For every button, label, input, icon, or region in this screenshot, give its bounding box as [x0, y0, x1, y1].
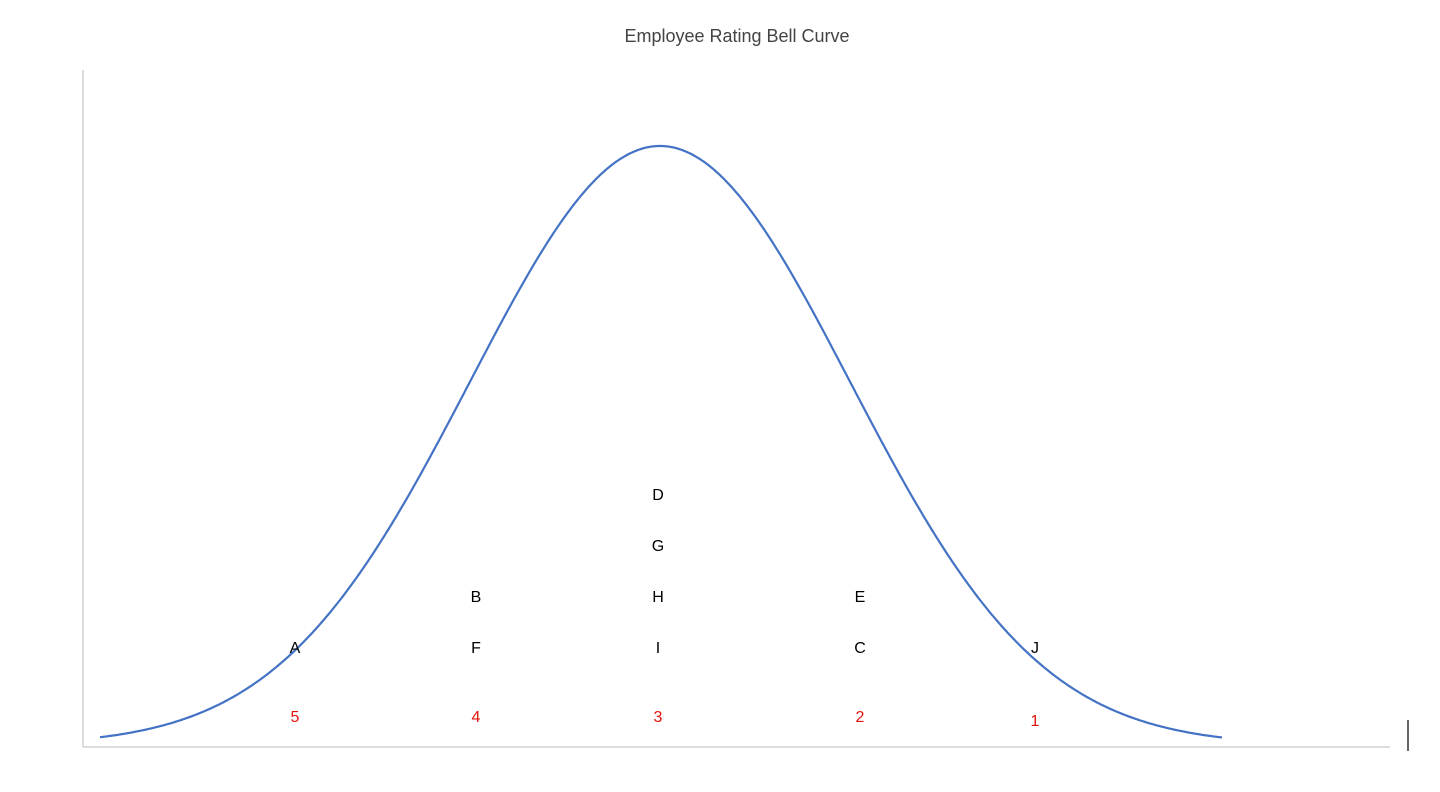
employee-label: A	[290, 640, 301, 657]
title: Employee Rating Bell Curve	[624, 26, 849, 46]
employee-label: C	[854, 640, 866, 657]
rating-label: 2	[856, 709, 865, 726]
rating-label: 5	[291, 709, 300, 726]
employee-label: J	[1031, 640, 1039, 657]
employee-label: F	[471, 640, 481, 657]
employee-label: I	[656, 640, 660, 657]
employee-label: B	[471, 589, 482, 606]
rating-label: 3	[654, 709, 663, 726]
employee-label: H	[652, 589, 664, 606]
bell-curve	[99, 144, 1223, 739]
employee-label: D	[652, 487, 664, 504]
employee-label: G	[652, 538, 664, 555]
employee-label: E	[855, 589, 866, 606]
rating-label: 4	[472, 709, 481, 726]
rating-label: 1	[1031, 713, 1040, 730]
